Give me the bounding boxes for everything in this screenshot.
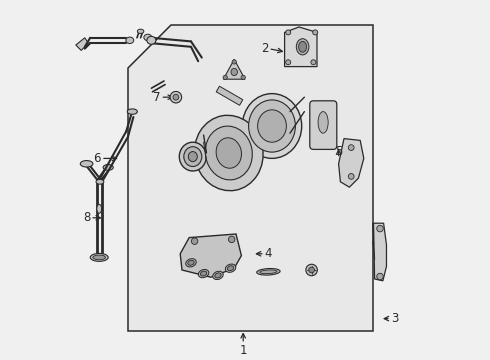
Circle shape — [377, 273, 383, 280]
Text: 3: 3 — [391, 312, 398, 325]
Ellipse shape — [144, 34, 152, 41]
Polygon shape — [180, 234, 242, 277]
Circle shape — [286, 60, 291, 65]
Ellipse shape — [225, 264, 236, 273]
Ellipse shape — [248, 100, 295, 152]
Circle shape — [286, 30, 291, 35]
Ellipse shape — [231, 68, 238, 76]
Ellipse shape — [242, 94, 302, 158]
Circle shape — [348, 174, 354, 179]
Circle shape — [311, 60, 316, 65]
Circle shape — [241, 75, 245, 80]
Ellipse shape — [93, 255, 105, 260]
Ellipse shape — [296, 39, 309, 55]
Circle shape — [173, 94, 179, 100]
Ellipse shape — [216, 138, 242, 168]
Ellipse shape — [126, 37, 134, 44]
Polygon shape — [128, 25, 373, 331]
Ellipse shape — [213, 271, 223, 280]
Text: 6: 6 — [94, 152, 101, 165]
Ellipse shape — [137, 29, 144, 33]
Ellipse shape — [195, 115, 263, 191]
Polygon shape — [76, 38, 88, 50]
Circle shape — [309, 267, 315, 273]
Ellipse shape — [227, 266, 234, 271]
Circle shape — [232, 60, 236, 64]
Ellipse shape — [184, 147, 202, 166]
Ellipse shape — [147, 36, 156, 44]
Ellipse shape — [205, 126, 252, 180]
Ellipse shape — [179, 142, 206, 171]
Circle shape — [192, 238, 198, 244]
Ellipse shape — [188, 152, 197, 162]
Text: 4: 4 — [265, 247, 272, 260]
Ellipse shape — [188, 260, 194, 265]
Bar — [216, 86, 243, 105]
Circle shape — [223, 75, 227, 80]
Polygon shape — [339, 139, 364, 187]
Ellipse shape — [198, 269, 209, 278]
Ellipse shape — [127, 109, 137, 114]
Ellipse shape — [258, 110, 286, 142]
Ellipse shape — [260, 270, 277, 274]
Polygon shape — [285, 27, 317, 67]
Circle shape — [377, 225, 383, 232]
Ellipse shape — [97, 204, 101, 213]
Text: 7: 7 — [153, 91, 160, 104]
Text: 8: 8 — [83, 211, 90, 224]
Ellipse shape — [96, 180, 104, 184]
Ellipse shape — [298, 41, 307, 52]
Polygon shape — [223, 59, 245, 79]
Ellipse shape — [200, 271, 207, 276]
Ellipse shape — [257, 269, 280, 275]
Circle shape — [228, 236, 235, 243]
Circle shape — [170, 91, 182, 103]
Ellipse shape — [103, 165, 113, 170]
Ellipse shape — [186, 258, 196, 267]
Text: 1: 1 — [240, 344, 247, 357]
Ellipse shape — [80, 161, 93, 167]
Circle shape — [313, 30, 318, 35]
Circle shape — [306, 264, 318, 276]
Text: 5: 5 — [335, 145, 343, 158]
Ellipse shape — [215, 273, 221, 278]
Polygon shape — [373, 223, 387, 281]
Text: 2: 2 — [261, 42, 269, 55]
FancyBboxPatch shape — [310, 101, 337, 149]
Ellipse shape — [90, 253, 108, 261]
Circle shape — [348, 145, 354, 150]
Ellipse shape — [318, 112, 328, 133]
